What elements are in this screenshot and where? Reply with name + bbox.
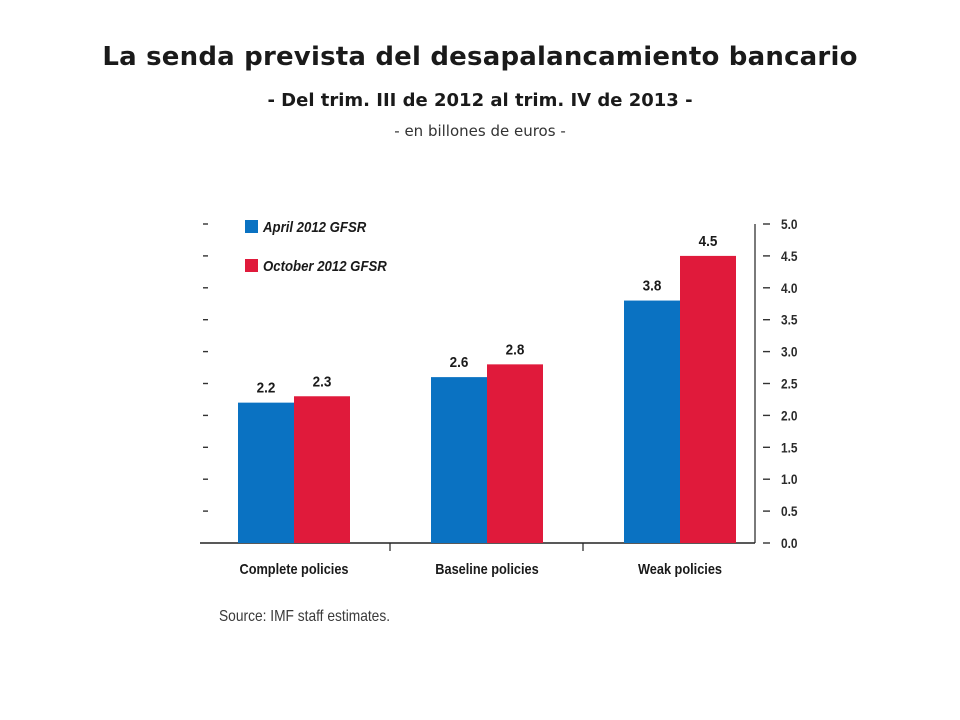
y-tick-label-2: 1.0	[781, 471, 798, 487]
y-tick-label-6: 3.0	[781, 344, 798, 360]
bar-october-1	[294, 396, 350, 543]
data-label-april-2: 2.6	[450, 355, 469, 372]
page-subtitle: - Del trim. III de 2012 al trim. IV de 2…	[267, 90, 693, 111]
data-label-october-1: 2.3	[313, 374, 332, 391]
y-tick-label-0: 0.0	[781, 535, 798, 551]
legend-label-1: April 2012 GFSR	[262, 218, 367, 235]
y-tick-label-10: 5.0	[781, 216, 798, 232]
y-tick-label-3: 1.5	[781, 439, 798, 455]
data-label-april-3: 3.8	[643, 278, 662, 295]
x-category-label-1: Complete policies	[239, 560, 348, 577]
data-label-april-1: 2.2	[257, 380, 276, 397]
y-tick-label-9: 4.5	[781, 248, 798, 264]
unit-note: - en billones de euros -	[394, 122, 566, 140]
bar-october-3	[680, 255, 736, 543]
legend-swatch-1	[245, 220, 258, 233]
y-tick-label-4: 2.0	[781, 407, 798, 423]
source-note: Source: IMF staff estimates.	[219, 608, 391, 625]
y-tick-label-1: 0.5	[781, 503, 798, 519]
y-tick-label-7: 3.5	[781, 312, 798, 328]
y-tick-label-8: 4.0	[781, 280, 798, 296]
x-category-label-3: Weak policies	[638, 560, 722, 577]
legend-label-2: October 2012 GFSR	[263, 257, 388, 274]
data-label-october-2: 2.8	[506, 342, 525, 359]
legend-swatch-2	[245, 259, 258, 272]
y-tick-label-5: 2.5	[781, 376, 798, 392]
bar-april-3	[624, 300, 680, 543]
x-category-label-2: Baseline policies	[435, 560, 539, 577]
data-label-october-3: 4.5	[699, 233, 718, 250]
bar-october-2	[487, 364, 543, 543]
bar-april-2	[431, 377, 487, 543]
page-title: La senda prevista del desapalancamiento …	[102, 42, 858, 72]
bar-april-1	[238, 402, 294, 543]
